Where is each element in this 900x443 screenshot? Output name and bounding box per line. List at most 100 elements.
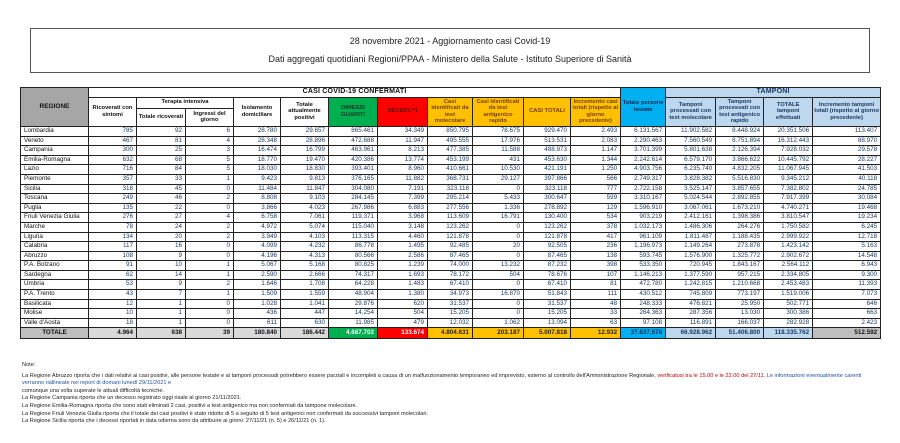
region-name: P.A. Bolzano <box>20 260 89 271</box>
cell-tamponi-antigenico: 166.037 <box>715 317 765 329</box>
cell-persone-testate: 1.596.910 <box>620 202 667 214</box>
cell-casi-antigenico: 0 <box>472 231 524 243</box>
note-line-emilia: La Regione Emilia-Romagna riporta che so… <box>22 402 358 409</box>
cell-positivi: 29.657 <box>280 125 329 137</box>
cell-incremento-casi: 129 <box>569 202 622 214</box>
region-name: Veneto <box>20 135 89 147</box>
cell-dimessi: 80.825 <box>328 260 378 271</box>
table-row: Piemonte 357 33 1 9.423 9.813 376.165 11.882 368… <box>20 173 882 185</box>
bulletin-title: 28 novembre 2021 - Aggiornamento casi Co… <box>349 36 551 46</box>
cell-isolamento: 16.474 <box>233 145 281 156</box>
cell-tamponi-molecolare: 5.024.544 <box>665 193 717 204</box>
totale-incremento-casi: 12.932 <box>569 327 622 340</box>
notes-section: Note: La Regione Abruzzo riporta che i d… <box>22 362 878 426</box>
cell-incremento-casi: 1.250 <box>569 164 622 175</box>
totale-persone-testate: 37.637.578 <box>620 327 667 340</box>
cell-casi-totali: 513.531 <box>523 135 571 147</box>
cell-isolamento: 2.590 <box>233 269 281 281</box>
cell-incremento-tamponi: 9.300 <box>812 269 882 281</box>
cell-dimessi: 14.254 <box>328 308 378 319</box>
cell-isolamento: 4.099 <box>233 241 281 252</box>
cell-tamponi-totale: 7.928.032 <box>763 145 814 156</box>
cell-positivi: 11.847 <box>280 183 329 195</box>
cell-incremento-tamponi: 41.503 <box>812 164 882 175</box>
cell-incremento-tamponi: 88.970 <box>812 135 882 147</box>
cell-deceduti: 4.460 <box>377 231 428 243</box>
cell-persone-testate: 903.219 <box>620 212 667 223</box>
cell-tamponi-molecolare: 1.149.264 <box>665 241 717 252</box>
cell-dimessi: 115.040 <box>328 221 378 233</box>
table-row: Valle d'Aosta 18 1 0 611 630 11.985 479 12.032 1.… <box>20 317 882 329</box>
cell-casi-totali: 78.676 <box>523 269 571 281</box>
cell-persone-testate: 533.350 <box>620 260 667 271</box>
cell-incremento-tamponi: 28.227 <box>812 154 882 166</box>
cell-dimessi: 119.371 <box>328 212 378 223</box>
header-dimessi-guariti: DIMESSI GUARITI <box>328 96 378 127</box>
header-persone-testate: Totale persone testate <box>620 87 667 127</box>
cell-deceduti: 2.586 <box>377 250 428 262</box>
cell-deceduti: 34.349 <box>377 125 428 137</box>
cell-tamponi-antigenico: 1.398.386 <box>715 212 765 223</box>
cell-ti-totale: 10 <box>136 260 186 271</box>
cell-tamponi-totale: 502.771 <box>763 298 814 310</box>
table-row: Emilia-Romagna 632 68 5 18.770 19.470 420.386 1… <box>20 154 882 166</box>
cell-incremento-casi: 1.344 <box>569 154 622 166</box>
cell-ricoverati: 12 <box>88 298 137 310</box>
cell-casi-antigenico: 29.127 <box>472 173 524 185</box>
cell-casi-molecolare: 74.000 <box>427 260 473 271</box>
cell-isolamento: 9.423 <box>233 173 281 185</box>
cell-positivi: 4.313 <box>280 250 329 262</box>
cell-tamponi-antigenico: 3.866.622 <box>715 154 765 166</box>
cell-casi-molecolare: 495.555 <box>427 135 473 147</box>
region-name: Emilia-Romagna <box>20 154 89 166</box>
cell-casi-antigenico: 0 <box>472 250 524 262</box>
cell-deceduti: 11.947 <box>377 135 428 147</box>
cell-tamponi-totale: 7.382.802 <box>763 183 814 195</box>
cell-tamponi-molecolare: 5.801.638 <box>665 145 717 156</box>
cell-positivi: 4.103 <box>280 231 329 243</box>
cell-ti-ingressi: 1 <box>185 173 234 185</box>
cell-tamponi-totale: 10.445.792 <box>763 154 814 166</box>
cell-ricoverati: 134 <box>88 231 137 243</box>
note-text: La Regione Abruzzo riporta che i dati re… <box>22 372 658 379</box>
cell-positivi: 7.061 <box>280 212 329 223</box>
cell-isolamento: 11.484 <box>233 183 281 195</box>
cell-ti-ingressi: 0 <box>185 202 234 214</box>
cell-ti-ingressi: 0 <box>185 298 234 310</box>
cell-dimessi: 267.986 <box>328 202 378 214</box>
cell-incremento-casi: 107 <box>569 269 622 281</box>
cell-deceduti: 1.693 <box>377 269 428 281</box>
totale-casi-totali: 5.007.818 <box>523 327 571 340</box>
cell-ti-ingressi: 0 <box>185 183 234 195</box>
cell-ricoverati: 18 <box>88 317 137 329</box>
region-name: Sardegna <box>20 269 89 281</box>
note-line-campania: La Regione Campania riporta che un deces… <box>22 395 242 402</box>
cell-incremento-tamponi: 646 <box>812 298 882 310</box>
cell-incremento-casi: 33 <box>569 308 622 319</box>
totale-deceduti: 133.674 <box>377 327 428 340</box>
cell-persone-testate: 2.242.614 <box>620 154 667 166</box>
table-row: Marche 78 24 2 4.972 5.074 115.040 3.148 123.262… <box>20 221 882 233</box>
cell-tamponi-molecolare: 7.560.549 <box>665 135 717 147</box>
cell-casi-molecolare: 34.973 <box>427 289 473 300</box>
region-name: Sicilia <box>20 183 89 195</box>
cell-casi-molecolare: 121.878 <box>427 231 473 243</box>
cell-persone-testate: 2.722.158 <box>620 183 667 195</box>
header-band-tamponi: TAMPONI <box>665 87 882 98</box>
cell-tamponi-totale: 4.740.271 <box>763 202 814 214</box>
cell-casi-antigenico: 20 <box>472 241 524 252</box>
cell-tamponi-antigenico: 1.843.167 <box>715 260 765 271</box>
cell-tamponi-molecolare: 2.412.161 <box>665 212 717 223</box>
cell-ti-ingressi: 4 <box>185 212 234 223</box>
cell-tamponi-molecolare: 3.067.061 <box>665 202 717 214</box>
cell-ti-totale: 46 <box>136 193 186 204</box>
totale-casi-antigenico: 203.187 <box>472 327 524 340</box>
cell-tamponi-antigenico: 1.210.668 <box>715 279 765 291</box>
cell-incremento-casi: 81 <box>569 279 622 291</box>
cell-ricoverati: 53 <box>88 279 137 291</box>
cell-deceduti: 479 <box>377 317 428 329</box>
cell-dimessi: 86.778 <box>328 241 378 252</box>
cell-casi-totali: 51.843 <box>523 289 571 300</box>
cell-ricoverati: 716 <box>88 164 137 175</box>
cell-persone-testate: 1.146.213 <box>620 269 667 281</box>
